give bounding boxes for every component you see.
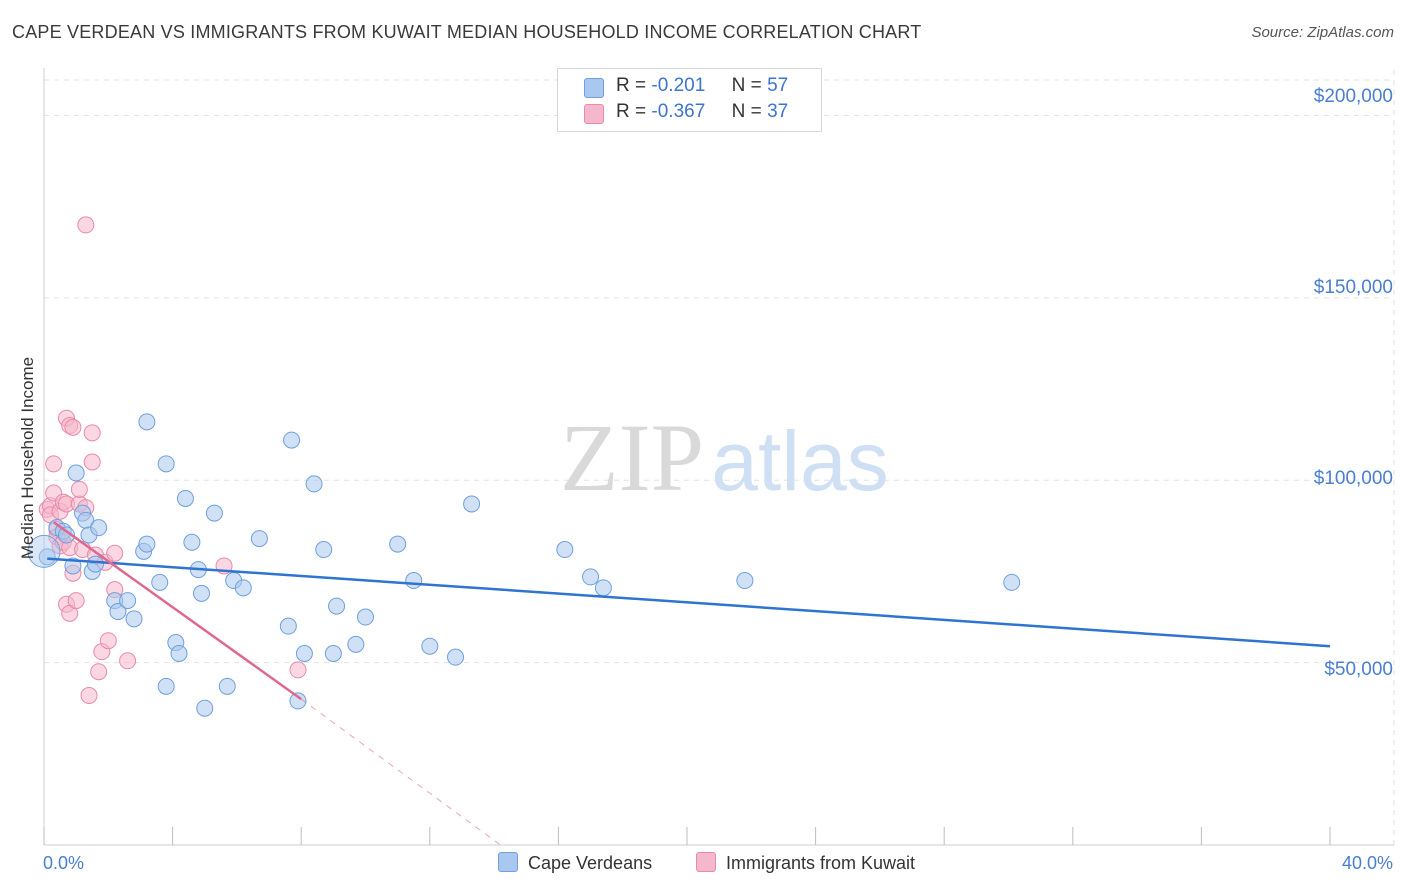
data-point-cape-verdean xyxy=(295,645,313,662)
data-point-cape-verdean xyxy=(109,603,127,621)
y-tick-label: $200,000 xyxy=(1313,86,1393,107)
series-cape-verdeans xyxy=(27,413,1021,717)
data-point-cape-verdean xyxy=(405,572,423,590)
x-tick-label-max: 40.0% xyxy=(1341,853,1393,873)
data-point-kuwait xyxy=(64,418,82,436)
data-point-kuwait xyxy=(289,661,307,679)
watermark: ZIP atlas xyxy=(560,404,889,511)
legend-r-label: R = xyxy=(616,75,647,96)
legend-n-label: N = xyxy=(731,101,762,122)
legend-r-value: -0.367 xyxy=(651,101,706,122)
legend-n-value: 37 xyxy=(767,101,789,122)
data-point-kuwait xyxy=(80,686,98,704)
data-point-kuwait xyxy=(83,453,101,471)
data-point-cape-verdean xyxy=(170,645,188,662)
legend-swatch-blue xyxy=(498,852,518,872)
bottom-legend-label: Immigrants from Kuwait xyxy=(726,853,916,873)
data-point-cape-verdean xyxy=(58,526,76,544)
data-point-cape-verdean xyxy=(1003,573,1021,591)
axes xyxy=(43,68,1394,846)
data-point-cape-verdean xyxy=(283,431,301,449)
y-tick-label: $100,000 xyxy=(1313,468,1393,489)
correlation-legend: R = -0.201 N = 57 R = -0.367 N = 37 xyxy=(557,68,822,132)
data-point-cape-verdean xyxy=(421,637,439,655)
legend-swatch-blue xyxy=(584,78,604,98)
data-point-kuwait xyxy=(99,632,117,650)
x-tick-label-min: 0.0% xyxy=(43,853,85,873)
data-point-cape-verdean xyxy=(125,610,143,628)
data-point-cape-verdean xyxy=(90,519,108,537)
legend-r-value: -0.201 xyxy=(651,75,706,96)
legend-n-label: N = xyxy=(731,75,762,96)
data-point-cape-verdean xyxy=(157,677,175,695)
y-tick-label: $50,000 xyxy=(1324,659,1393,680)
legend-swatch-pink xyxy=(584,104,604,124)
data-point-cape-verdean xyxy=(138,535,156,553)
data-point-cape-verdean xyxy=(389,535,407,553)
chart-title: CAPE VERDEAN VS IMMIGRANTS FROM KUWAIT M… xyxy=(12,22,922,42)
data-point-cape-verdean xyxy=(324,645,342,662)
data-point-cape-verdean xyxy=(157,455,175,473)
data-point-cape-verdean xyxy=(357,608,374,626)
data-point-cape-verdean xyxy=(193,584,211,602)
data-point-kuwait xyxy=(67,592,85,610)
data-point-kuwait xyxy=(45,455,63,473)
data-point-cape-verdean xyxy=(347,635,365,653)
data-point-cape-verdean xyxy=(447,648,465,666)
data-point-cape-verdean xyxy=(64,557,82,575)
data-point-cape-verdean xyxy=(305,475,323,493)
trend-line-kuwait xyxy=(52,521,302,701)
data-point-cape-verdean xyxy=(86,555,104,573)
y-axis-label: Median Household Income xyxy=(18,356,37,560)
legend-n-value: 57 xyxy=(767,75,789,96)
data-point-cape-verdean xyxy=(151,573,169,591)
trend-lines xyxy=(47,521,1331,846)
watermark-atlas: atlas xyxy=(711,414,888,508)
data-point-cape-verdean xyxy=(196,699,214,717)
data-point-cape-verdean xyxy=(38,548,56,566)
data-point-kuwait xyxy=(106,544,124,562)
data-point-cape-verdean xyxy=(279,617,297,635)
legend-r-label: R = xyxy=(616,101,647,122)
data-point-cape-verdean xyxy=(205,504,223,522)
data-point-cape-verdean xyxy=(234,579,252,597)
watermark-zip: ZIP xyxy=(560,404,704,511)
legend-swatch-pink xyxy=(696,852,716,872)
bottom-legend-cape-verdeans: Cape Verdeans xyxy=(498,852,652,874)
bottom-legend-immigrants-from-kuwait: Immigrants from Kuwait xyxy=(696,852,915,874)
y-tick-label: $150,000 xyxy=(1313,277,1393,298)
data-point-cape-verdean xyxy=(176,489,194,507)
data-point-cape-verdean xyxy=(250,530,268,548)
data-point-cape-verdean xyxy=(119,592,137,610)
data-point-cape-verdean xyxy=(289,692,307,710)
data-point-cape-verdean xyxy=(736,572,754,590)
trend-line-kuwait-extension xyxy=(300,698,501,846)
data-point-kuwait xyxy=(77,216,95,234)
data-point-cape-verdean xyxy=(218,677,236,695)
data-point-cape-verdean xyxy=(183,533,201,551)
data-point-cape-verdean xyxy=(315,541,333,559)
data-point-cape-verdean xyxy=(594,579,612,597)
bottom-legend-label: Cape Verdeans xyxy=(528,853,653,873)
data-point-kuwait xyxy=(90,663,108,681)
data-point-kuwait xyxy=(83,424,101,442)
data-point-kuwait xyxy=(70,480,88,498)
data-point-cape-verdean xyxy=(463,495,481,513)
data-point-cape-verdean xyxy=(582,568,600,586)
data-point-cape-verdean xyxy=(138,413,156,431)
data-point-cape-verdean xyxy=(67,464,85,482)
data-point-cape-verdean xyxy=(556,541,574,559)
trend-line-cape-verdeans xyxy=(47,557,1331,648)
data-point-kuwait xyxy=(119,652,137,670)
data-point-cape-verdean xyxy=(328,597,346,615)
source-label: Source: ZipAtlas.com xyxy=(1251,24,1394,41)
